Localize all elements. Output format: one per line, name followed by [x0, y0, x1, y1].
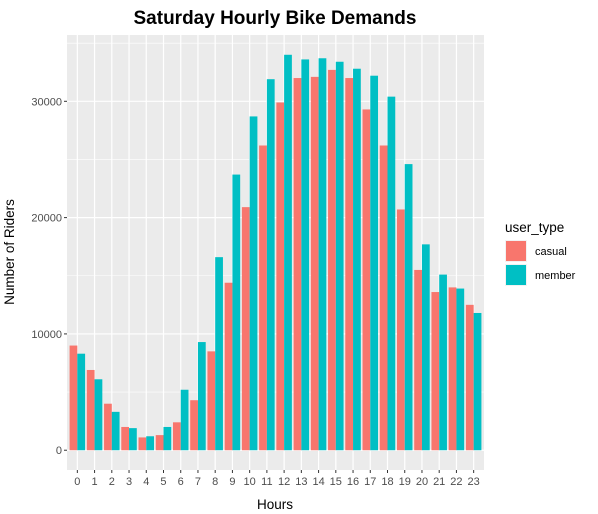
x-tick-label: 8 — [212, 476, 218, 488]
bar-casual-hour-17 — [362, 109, 371, 451]
x-tick-label: 20 — [416, 476, 428, 488]
bar-member-hour-13 — [301, 59, 310, 451]
bar-member-hour-22 — [456, 288, 465, 451]
y-axis: 0 10000 20000 30000 — [31, 96, 67, 457]
x-axis-title: Hours — [257, 497, 293, 512]
bar-member-hour-9 — [232, 174, 241, 451]
x-tick-label: 22 — [450, 476, 462, 488]
bar-casual-hour-11 — [259, 145, 267, 451]
bar-casual-hour-15 — [328, 69, 336, 451]
x-tick-label: 5 — [160, 476, 166, 488]
bar-casual-hour-18 — [379, 145, 388, 451]
y-tick-label: 20000 — [31, 213, 62, 225]
x-tick-label: 9 — [229, 476, 235, 488]
x-tick-label: 3 — [126, 476, 132, 488]
bar-member-hour-17 — [370, 75, 379, 451]
bar-member-hour-6 — [180, 389, 189, 451]
x-tick-label: 23 — [468, 476, 480, 488]
bar-member-hour-18 — [387, 96, 396, 451]
legend-label-casual: casual — [535, 246, 567, 258]
bar-member-hour-12 — [284, 54, 292, 451]
bar-member-hour-7 — [197, 342, 206, 451]
bar-casual-hour-4 — [138, 437, 147, 451]
bar-member-hour-21 — [439, 274, 447, 451]
bar-member-hour-3 — [129, 428, 137, 451]
x-tick-label: 0 — [74, 476, 80, 488]
bar-casual-hour-21 — [431, 292, 440, 451]
x-tick-label: 12 — [278, 476, 290, 488]
x-tick-label: 16 — [347, 476, 359, 488]
y-axis-title: Number of Riders — [2, 199, 17, 305]
x-tick-label: 19 — [399, 476, 411, 488]
bar-casual-hour-13 — [293, 78, 302, 451]
bar-casual-hour-23 — [465, 304, 474, 451]
x-tick-label: 18 — [381, 476, 393, 488]
bar-casual-hour-1 — [86, 369, 95, 451]
bar-member-hour-19 — [404, 164, 413, 451]
y-tick-label: 30000 — [31, 96, 62, 108]
bar-casual-hour-8 — [207, 351, 216, 451]
x-tick-label: 2 — [109, 476, 115, 488]
bar-member-hour-10 — [249, 116, 258, 451]
bar-casual-hour-5 — [155, 435, 164, 451]
x-axis: 0 1 2 3 4 5 6 7 8 9 10 11 12 13 14 15 16 17 18 19 20 21 22 23 — [74, 470, 480, 488]
y-tick-label: 0 — [56, 445, 62, 457]
legend-label-member: member — [535, 270, 576, 282]
x-tick-label: 17 — [364, 476, 376, 488]
bars-group — [69, 54, 482, 451]
bar-member-hour-15 — [335, 61, 344, 451]
legend-title: user_type — [505, 220, 564, 235]
bar-member-hour-11 — [266, 79, 275, 451]
bar-casual-hour-22 — [448, 287, 457, 451]
bar-casual-hour-16 — [345, 78, 354, 451]
bar-casual-hour-19 — [396, 209, 405, 451]
bar-casual-hour-9 — [224, 282, 233, 451]
bar-member-hour-0 — [77, 353, 86, 451]
legend-swatch-member — [506, 265, 526, 285]
bar-casual-hour-0 — [69, 345, 78, 451]
x-tick-label: 11 — [261, 476, 272, 488]
x-tick-label: 14 — [312, 476, 324, 488]
x-tick-label: 15 — [330, 476, 342, 488]
x-tick-label: 7 — [195, 476, 201, 488]
bar-casual-hour-6 — [172, 422, 181, 451]
bar-member-hour-14 — [318, 58, 327, 451]
bar-member-hour-8 — [215, 257, 223, 451]
bar-member-hour-4 — [146, 436, 155, 451]
legend-swatch-casual — [506, 241, 526, 261]
x-tick-label: 1 — [92, 476, 98, 488]
y-tick-label: 10000 — [31, 329, 62, 341]
bar-casual-hour-20 — [414, 269, 422, 451]
bar-casual-hour-14 — [310, 76, 319, 451]
x-tick-label: 13 — [295, 476, 307, 488]
bar-member-hour-20 — [421, 244, 430, 451]
bar-member-hour-1 — [94, 379, 103, 451]
bar-member-hour-16 — [353, 68, 361, 451]
bar-member-hour-5 — [163, 426, 172, 451]
x-tick-label: 10 — [244, 476, 256, 488]
bar-casual-hour-2 — [104, 403, 112, 451]
x-tick-label: 4 — [143, 476, 149, 488]
x-tick-label: 6 — [178, 476, 184, 488]
bar-casual-hour-3 — [121, 426, 130, 451]
legend: user_type casual member — [505, 220, 576, 286]
bar-member-hour-23 — [473, 312, 482, 451]
bar-casual-hour-12 — [276, 102, 285, 451]
bar-casual-hour-7 — [190, 400, 198, 451]
x-tick-label: 21 — [433, 476, 445, 488]
bar-member-hour-2 — [111, 411, 120, 451]
bar-casual-hour-10 — [241, 207, 250, 451]
chart-title: Saturday Hourly Bike Demands — [134, 8, 417, 29]
